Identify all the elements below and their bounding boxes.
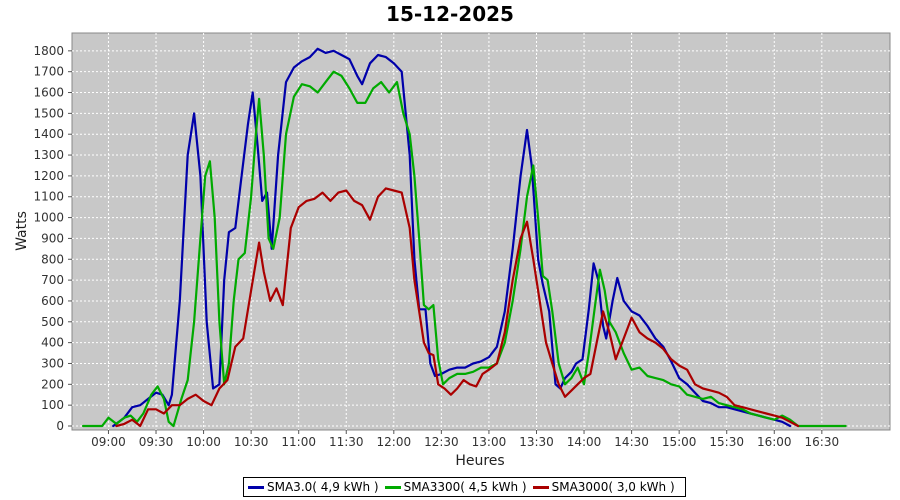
x-tick-label: 13:00: [472, 435, 507, 449]
y-tick-label: 1600: [33, 86, 64, 100]
x-tick-label: 15:30: [709, 435, 744, 449]
y-tick-label: 1100: [33, 190, 64, 204]
legend-label: SMA3000( 3,0 kWh ): [551, 480, 675, 494]
chart-title: 15-12-2025: [386, 2, 514, 26]
x-tick-label: 09:30: [139, 435, 174, 449]
x-tick-label: 10:00: [186, 435, 221, 449]
legend-item: SMA3300( 4,5 kWh ): [384, 480, 527, 494]
legend-item: SMA3000( 3,0 kWh ): [532, 480, 675, 494]
x-tick-label: 10:30: [234, 435, 269, 449]
y-tick-label: 1700: [33, 65, 64, 79]
y-axis-label: Watts: [14, 211, 30, 251]
legend: SMA3.0( 4,9 kWh ) SMA3300( 4,5 kWh ) SMA…: [243, 477, 686, 497]
y-tick-label: 1500: [33, 106, 64, 120]
legend-swatch: [532, 485, 549, 489]
series-line-1: [81, 70, 847, 428]
y-tick-label: 700: [41, 273, 64, 287]
legend-label: SMA3300( 4,5 kWh ): [403, 480, 527, 494]
series-line-2: [115, 187, 800, 428]
x-tick-label: 14:00: [567, 435, 602, 449]
x-tick-label: 14:30: [614, 435, 649, 449]
y-tick-label: 1400: [33, 127, 64, 141]
x-tick-label: 15:00: [662, 435, 697, 449]
legend-item: SMA3.0( 4,9 kWh ): [248, 480, 379, 494]
y-tick-label: 800: [41, 252, 64, 266]
legend-swatch: [384, 485, 401, 489]
x-tick-label: 16:30: [805, 435, 840, 449]
y-tick-label: 300: [41, 356, 64, 370]
x-tick-label: 16:00: [757, 435, 792, 449]
y-tick-label: 500: [41, 315, 64, 329]
gridlines: [72, 33, 890, 430]
y-tick-label: 1000: [33, 211, 64, 225]
y-tick-label: 100: [41, 398, 64, 412]
y-tick-label: 1800: [33, 44, 64, 58]
x-axis: 09:00 09:30 10:00 10:30 11:00 11:30 12:00 12:30…: [91, 430, 839, 449]
y-tick-label: 0: [56, 419, 64, 433]
y-tick-label: 900: [41, 231, 64, 245]
x-axis-label: Heures: [455, 453, 504, 469]
y-axis: 0 100 200 300 400 500 600 700 800 900 1000 1100 1200…: [33, 44, 72, 433]
y-tick-label: 1200: [33, 169, 64, 183]
y-tick-label: 200: [41, 377, 64, 391]
x-tick-label: 11:30: [329, 435, 364, 449]
series-lines: [81, 47, 847, 428]
x-tick-label: 12:30: [424, 435, 459, 449]
y-tick-label: 400: [41, 336, 64, 350]
x-tick-label: 12:00: [377, 435, 412, 449]
y-tick-label: 1300: [33, 148, 64, 162]
x-tick-label: 11:00: [281, 435, 316, 449]
x-tick-label: 09:00: [91, 435, 126, 449]
x-tick-label: 13:30: [519, 435, 554, 449]
legend-label: SMA3.0( 4,9 kWh ): [267, 480, 379, 494]
y-tick-label: 600: [41, 294, 64, 308]
series-line-0: [112, 47, 792, 428]
legend-swatch: [248, 485, 264, 489]
